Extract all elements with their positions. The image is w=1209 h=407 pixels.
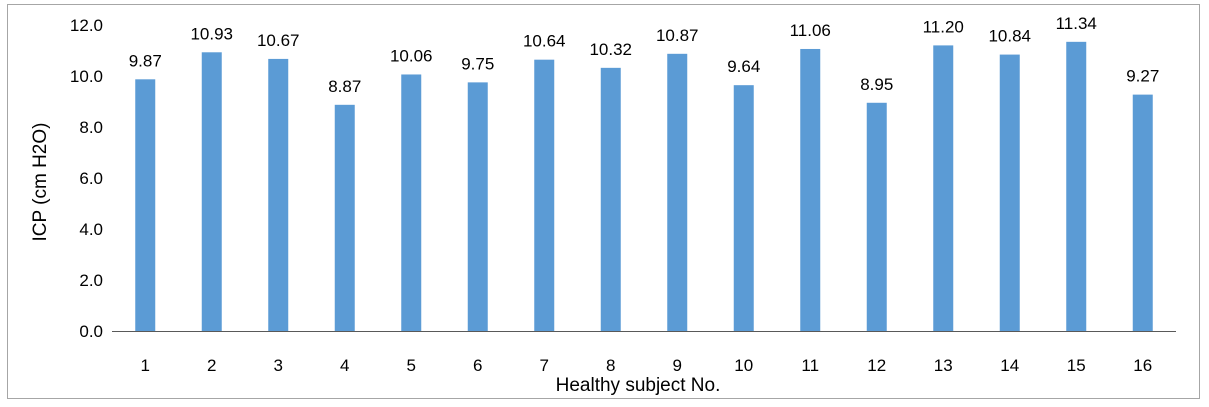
bar	[866, 102, 887, 332]
bar-value-label: 8.95	[860, 75, 893, 94]
bar	[800, 48, 821, 331]
bars	[135, 41, 1153, 332]
y-tick-label: 8.0	[79, 118, 103, 137]
bar-value-label: 11.06	[790, 21, 831, 40]
y-tick-label: 10.0	[70, 67, 103, 86]
x-tick-label: 7	[540, 356, 549, 375]
y-tick-label: 6.0	[79, 169, 103, 188]
bar	[135, 79, 156, 331]
bar-value-label: 9.27	[1126, 67, 1159, 86]
bar	[933, 45, 954, 332]
x-tick-label: 2	[207, 356, 216, 375]
bar-value-label: 9.64	[727, 57, 760, 76]
bar	[268, 58, 289, 331]
x-axis-label: Healthy subject No.	[556, 375, 721, 396]
bar	[667, 53, 688, 331]
bar	[999, 54, 1020, 332]
x-tick-label: 9	[673, 356, 682, 375]
x-tick-label: 16	[1133, 356, 1152, 375]
x-tick-label: 11	[801, 356, 819, 375]
x-tick-label: 1	[141, 356, 150, 375]
y-tick-label: 4.0	[79, 220, 103, 239]
x-axis-ticks: 1 2 3 4 5 6 7 8 9 10 11 12 13 14 15 16	[141, 356, 1153, 375]
bar-value-label: 10.67	[257, 31, 300, 50]
bar-value-label: 10.93	[190, 24, 233, 43]
x-tick-label: 5	[407, 356, 416, 375]
bar-value-label: 10.87	[656, 26, 699, 45]
bar	[600, 67, 621, 331]
bar-value-label: 9.75	[461, 54, 494, 73]
bar-value-label: 10.64	[523, 32, 566, 51]
bar	[733, 85, 754, 332]
y-tick-label: 2.0	[79, 271, 103, 290]
y-tick-label: 12.0	[70, 16, 103, 35]
x-tick-label: 8	[606, 356, 615, 375]
data-labels: 9.87 10.93 10.67 8.87 10.06 9.75 10.64 10.32 10.…	[129, 14, 1160, 96]
x-tick-label: 3	[274, 356, 283, 375]
x-tick-label: 12	[867, 356, 886, 375]
bar	[201, 52, 222, 331]
bar-value-label: 8.87	[328, 77, 361, 96]
bar	[534, 59, 555, 332]
y-tick-label: 0.0	[79, 322, 103, 341]
bar-value-label: 9.87	[129, 51, 162, 70]
bar	[1132, 94, 1153, 332]
y-axis-ticks: 0.0 2.0 4.0 6.0 8.0 10.0 12.0	[70, 16, 103, 341]
x-tick-label: 4	[340, 356, 349, 375]
x-tick-label: 6	[473, 356, 482, 375]
bar-value-label: 11.20	[923, 17, 964, 36]
bar-value-label: 10.06	[390, 46, 433, 65]
bar	[1066, 41, 1087, 331]
bar-value-label: 10.84	[988, 27, 1031, 46]
x-tick-label: 14	[1000, 356, 1019, 375]
x-tick-label: 13	[934, 356, 953, 375]
bar	[467, 82, 488, 331]
x-tick-label: 10	[734, 356, 753, 375]
bar-value-label: 10.32	[589, 40, 632, 59]
bar	[334, 104, 355, 331]
bar-value-label: 11.34	[1056, 14, 1097, 33]
bar	[401, 74, 422, 331]
y-axis-label: ICP (cm H2O)	[30, 123, 51, 242]
x-tick-label: 15	[1067, 356, 1086, 375]
